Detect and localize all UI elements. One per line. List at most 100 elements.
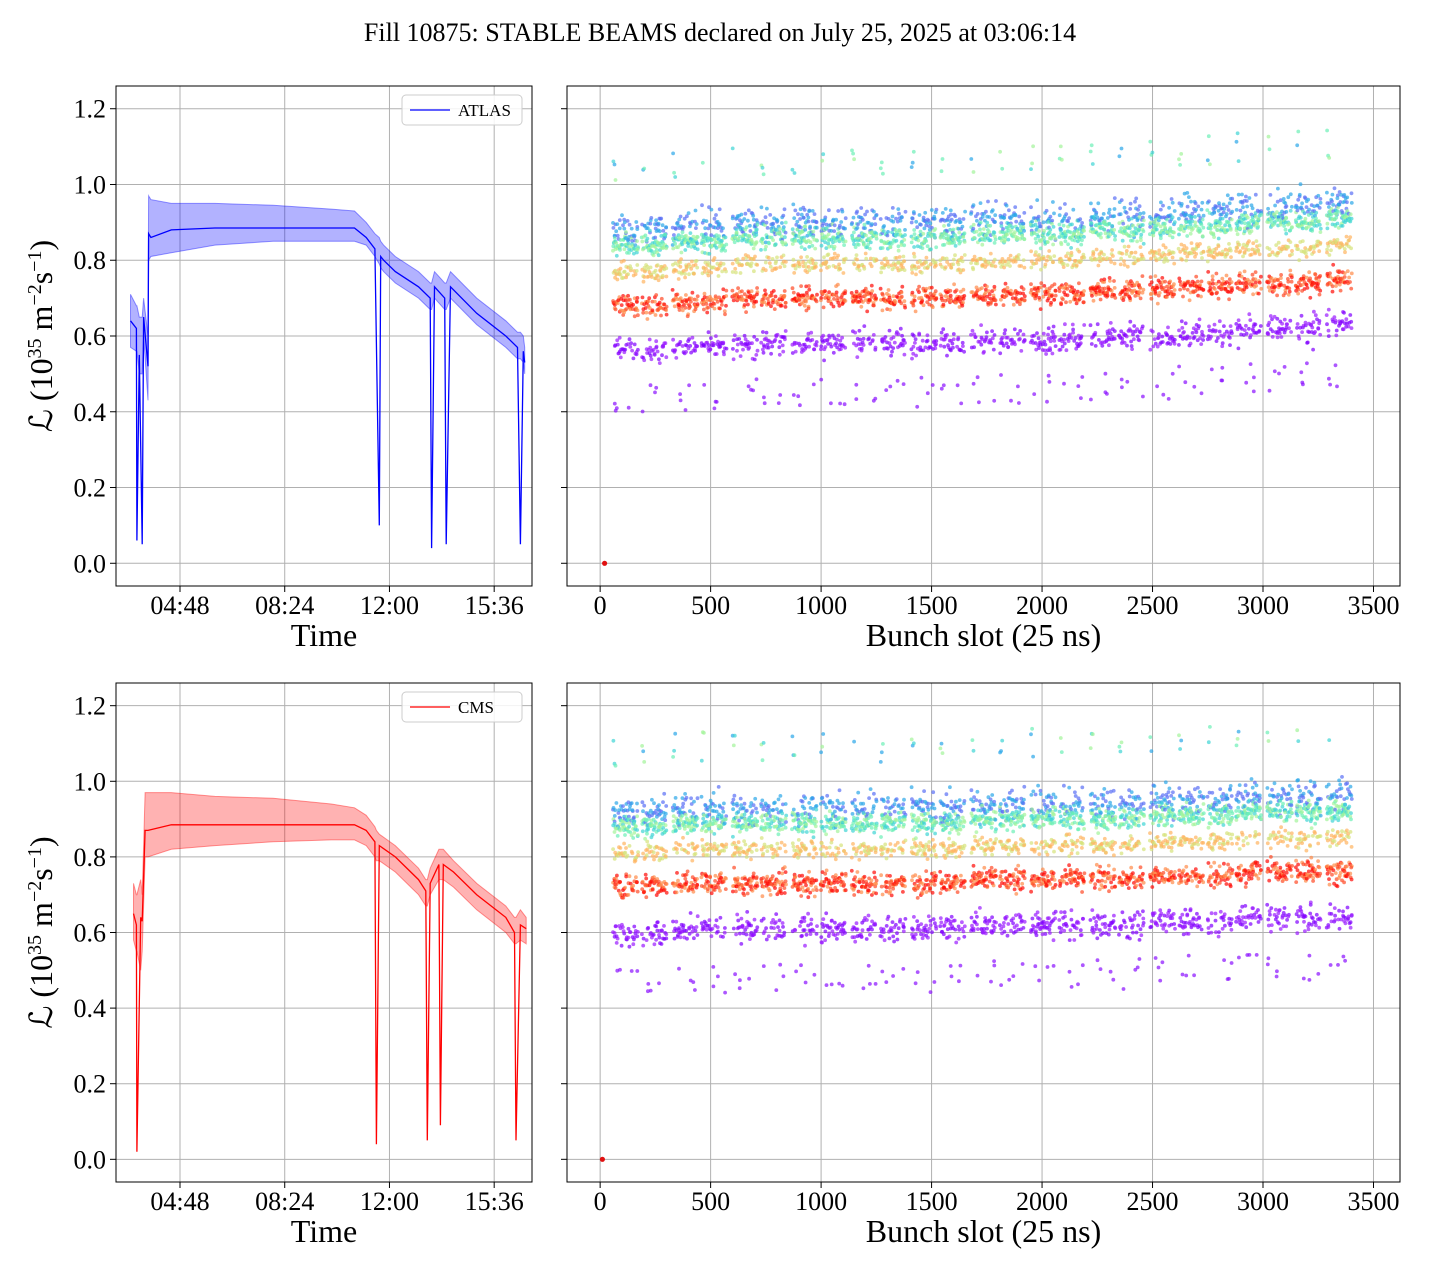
scatter-point: [635, 239, 639, 244]
scatter-point: [951, 337, 956, 342]
x-tick-label: 3000: [1237, 591, 1289, 620]
x-tick-label: 15:36: [465, 591, 524, 620]
scatter-point: [664, 355, 669, 360]
scatter-point: [754, 353, 759, 357]
scatter-point-empty-slot: [602, 560, 608, 566]
scatter-point: [629, 341, 633, 346]
scatter-point: [912, 228, 917, 232]
scatter-point: [1137, 338, 1142, 343]
scatter-point: [1205, 158, 1210, 163]
scatter-point: [880, 246, 885, 250]
scatter-point: [1185, 234, 1190, 238]
scatter-point: [807, 284, 811, 288]
scatter-point: [1199, 207, 1204, 212]
scatter-point: [768, 213, 773, 217]
scatter-point: [763, 292, 768, 296]
scatter-point: [1236, 318, 1241, 323]
scatter-point: [1325, 226, 1330, 231]
scatter-point: [1089, 221, 1094, 226]
scatter-point: [660, 223, 665, 228]
scatter-point: [939, 330, 944, 335]
scatter-point: [829, 344, 834, 349]
scatter-point: [890, 214, 895, 219]
scatter-point: [792, 171, 797, 175]
y-tick-label: 0.8: [74, 843, 107, 872]
scatter-point: [651, 347, 656, 352]
scatter-point: [741, 256, 746, 261]
uncertainty-band: [133, 792, 527, 971]
scatter-point: [1113, 296, 1118, 300]
scatter-point: [1348, 280, 1352, 284]
scatter-point: [766, 301, 771, 306]
scatter-point: [1194, 207, 1198, 212]
scatter-point: [613, 408, 618, 413]
scatter-point: [783, 300, 788, 305]
scatter-point: [720, 239, 724, 243]
scatter-point: [703, 226, 708, 231]
scatter-point: [1235, 232, 1240, 237]
y-axis-label: ℒ (1035 m−2s−1): [23, 240, 59, 432]
scatter-point: [1335, 237, 1340, 242]
scatter-point: [924, 286, 929, 291]
scatter-point: [942, 344, 947, 349]
scatter-point: [755, 286, 759, 290]
scatter-point: [861, 336, 866, 341]
scatter-point: [891, 294, 896, 299]
scatter-point: [1194, 274, 1199, 279]
scatter-point: [670, 288, 675, 292]
scatter-point: [627, 337, 632, 342]
scatter-point: [1074, 263, 1079, 268]
scatter-point: [1021, 258, 1026, 262]
scatter-point: [791, 257, 796, 262]
scatter-point: [1216, 296, 1221, 301]
scatter-point: [1094, 247, 1099, 252]
scatter-point: [992, 241, 997, 245]
scatter-point: [1250, 272, 1255, 277]
scatter-point: [1163, 225, 1167, 230]
scatter-point: [1021, 332, 1026, 337]
scatter-point: [971, 170, 976, 174]
scatter-point: [1251, 292, 1255, 297]
scatter-point: [702, 307, 706, 312]
scatter-point: [807, 209, 811, 214]
scatter-point: [712, 256, 717, 260]
scatter-point: [1016, 384, 1020, 389]
scatter-point: [819, 268, 823, 273]
scatter-point: [1001, 227, 1005, 231]
scatter-point: [672, 233, 676, 237]
scatter-point: [992, 230, 997, 235]
scatter-point: [1229, 280, 1234, 284]
scatter-point: [750, 240, 755, 244]
scatter-point: [712, 237, 717, 242]
scatter-point: [1041, 220, 1046, 225]
scatter-point: [1254, 239, 1259, 244]
scatter-point: [1016, 253, 1021, 257]
scatter-point: [1061, 297, 1065, 302]
scatter-point: [912, 254, 917, 259]
scatter-point: [1300, 330, 1304, 334]
scatter-point: [1303, 216, 1308, 221]
scatter-point: [714, 213, 718, 217]
scatter-point: [1317, 219, 1321, 224]
scatter-point: [720, 303, 724, 307]
scatter-point: [901, 254, 906, 259]
scatter-point: [1052, 339, 1057, 343]
scatter-point: [683, 272, 687, 276]
scatter-point: [1005, 232, 1009, 237]
scatter-point: [1140, 324, 1145, 329]
scatter-point: [971, 226, 976, 231]
scatter-point: [988, 238, 993, 243]
scatter-point: [891, 219, 896, 224]
scatter-point: [1336, 209, 1340, 214]
y-tick-label: 0.6: [74, 322, 107, 351]
scatter-point: [611, 226, 616, 230]
scatter-point: [791, 290, 796, 295]
scatter-point: [929, 208, 934, 212]
scatter-point: [1178, 279, 1182, 284]
scatter-point: [1001, 303, 1006, 307]
scatter-point: [1247, 196, 1252, 200]
scatter-point: [799, 245, 804, 250]
scatter-point: [1079, 242, 1084, 247]
scatter-point: [989, 341, 994, 345]
scatter-point: [613, 178, 618, 182]
